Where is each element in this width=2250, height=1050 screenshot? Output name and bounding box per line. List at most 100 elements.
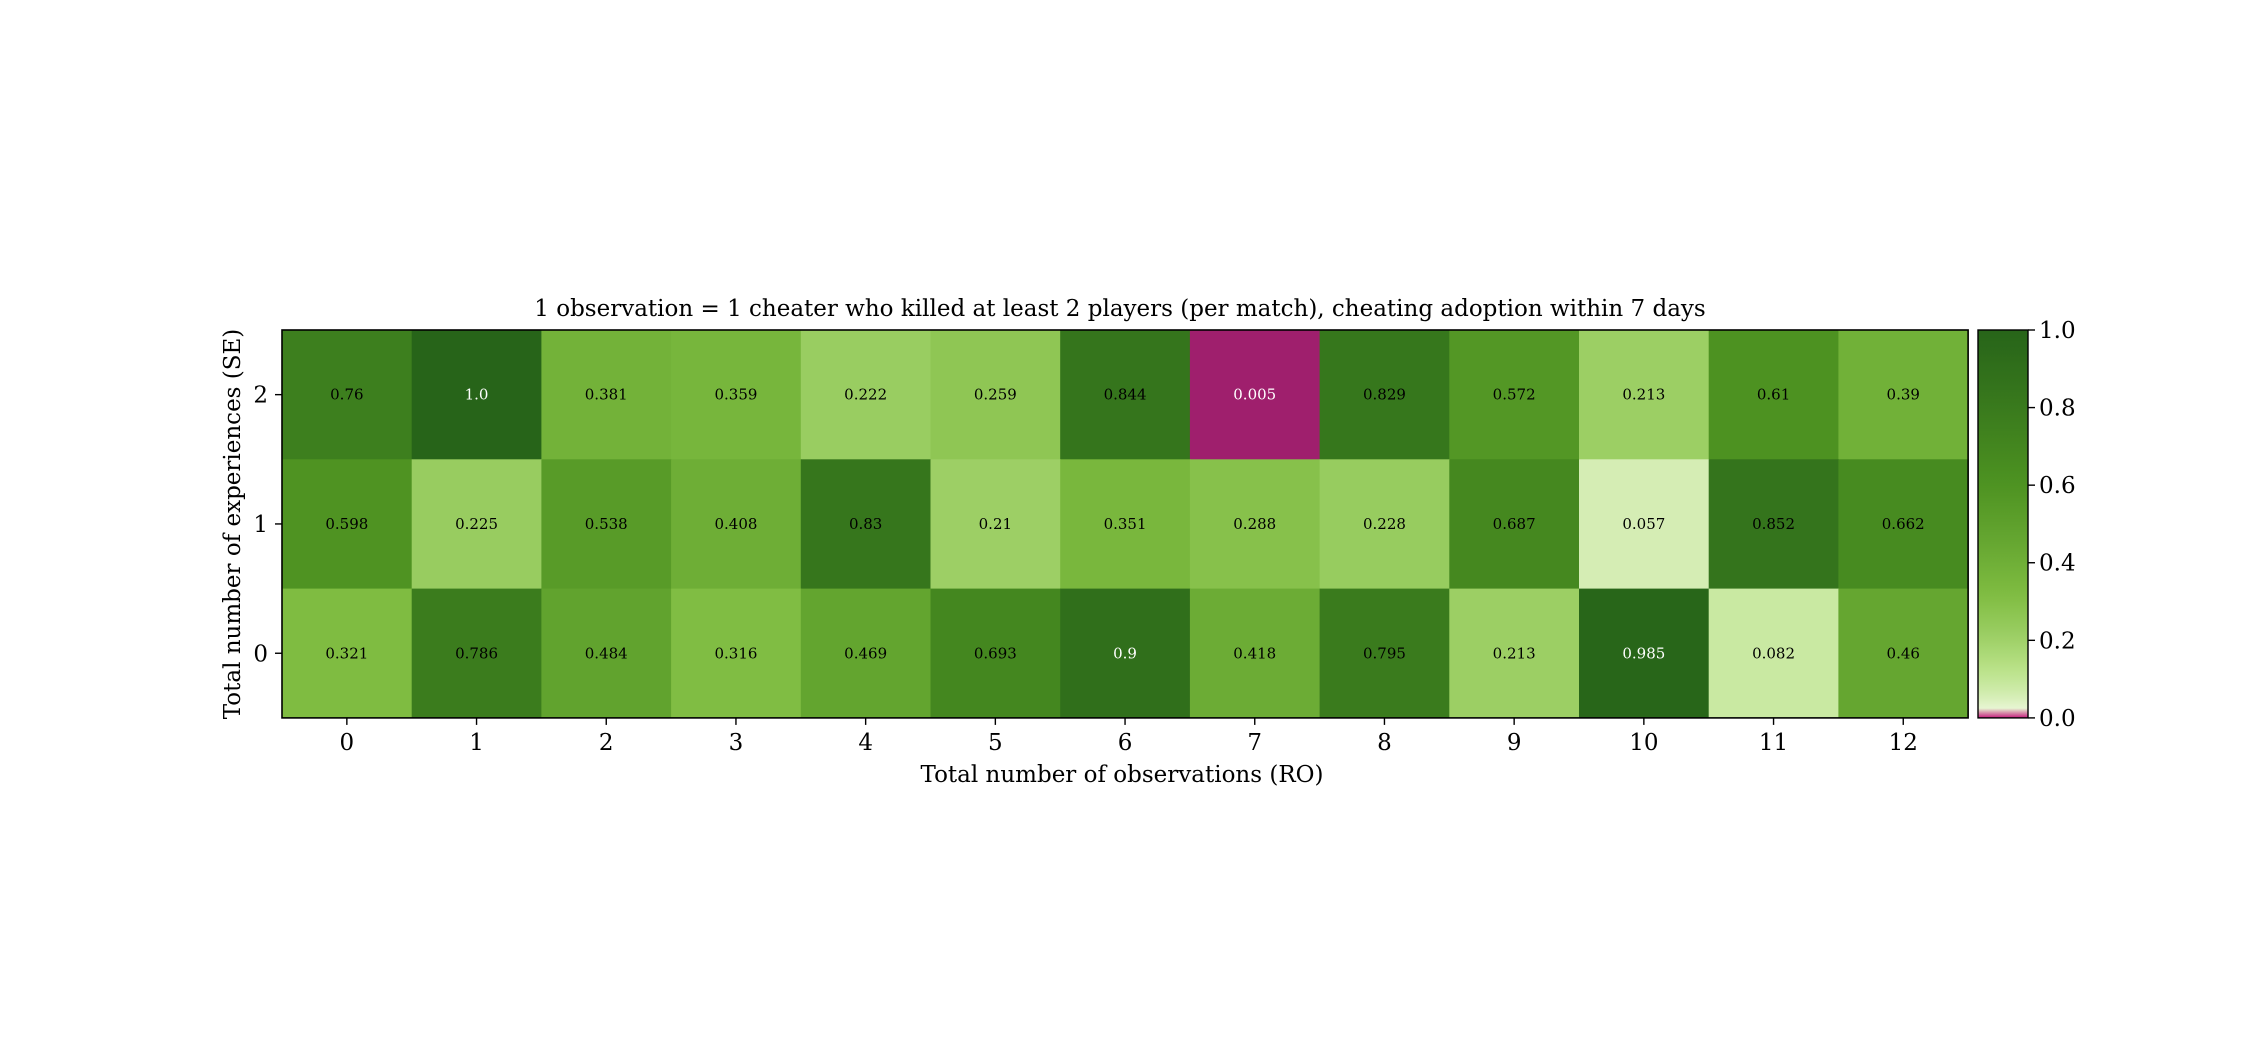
x-tick-label: 2 <box>599 730 614 756</box>
heatmap-cell <box>930 459 1061 590</box>
cell-value-label: 0.381 <box>585 386 628 404</box>
heatmap-cell <box>1319 588 1450 719</box>
cell-value-label: 0.83 <box>849 515 882 533</box>
cell-value-label: 0.259 <box>974 386 1017 404</box>
cell-value-label: 0.662 <box>1882 515 1925 533</box>
heatmap-cell <box>1060 588 1191 719</box>
heatmap-cell <box>1579 459 1710 590</box>
x-tick-label: 8 <box>1377 730 1392 756</box>
y-tick-label: 0 <box>253 641 268 667</box>
cell-value-label: 0.61 <box>1757 386 1790 404</box>
cell-value-label: 0.351 <box>1104 515 1147 533</box>
x-tick-label: 5 <box>988 730 1003 756</box>
heatmap-cell <box>671 459 802 590</box>
colorbar: 0.0 0.2 0.4 0.6 0.8 1.0 <box>1977 318 2076 732</box>
heatmap-cell <box>1838 330 1969 460</box>
cell-value-label: 0.469 <box>844 644 887 662</box>
x-axis-label: Total number of observations (RO) <box>921 762 1324 788</box>
heatmap-cell <box>1708 588 1839 719</box>
cell-value-label: 0.359 <box>714 386 757 404</box>
chart-title: 1 observation = 1 cheater who killed at … <box>534 296 1705 322</box>
heatmap-cell <box>1189 588 1321 719</box>
heatmap-cell <box>282 588 413 719</box>
x-tick-label: 11 <box>1759 730 1788 756</box>
x-tick-label: 6 <box>1118 730 1133 756</box>
x-tick-label: 7 <box>1247 730 1262 756</box>
heatmap-cell <box>1060 459 1191 590</box>
cell-value-label: 0.082 <box>1752 644 1795 662</box>
cell-value-label: 0.46 <box>1887 644 1920 662</box>
y-axis-label: Total number of experiences (SE) <box>220 329 246 720</box>
cell-value-label: 0.985 <box>1622 644 1665 662</box>
heatmap-cell <box>1449 588 1580 719</box>
colorbar-tick-label: 0.2 <box>2039 628 2076 654</box>
cell-value-label: 0.598 <box>325 515 368 533</box>
heatmap-cell <box>1838 588 1969 719</box>
cell-value-label: 0.225 <box>455 515 498 533</box>
cell-value-label: 0.9 <box>1113 644 1137 662</box>
cell-value-label: 0.213 <box>1493 644 1536 662</box>
colorbar-tick-label: 1.0 <box>2039 318 2076 344</box>
y-axis: 2 1 0 <box>253 383 282 667</box>
heatmap-cell <box>411 459 542 590</box>
heatmap-cell <box>282 330 413 460</box>
heatmap-cell <box>1708 459 1839 590</box>
colorbar-gradient <box>1977 329 2029 719</box>
cell-value-label: 0.795 <box>1363 644 1406 662</box>
heatmap-cell <box>1449 330 1580 460</box>
cell-value-label: 0.844 <box>1104 386 1147 404</box>
heatmap-cell <box>1189 330 1321 460</box>
heatmap-cell <box>1838 459 1969 590</box>
cell-value-label: 0.484 <box>585 644 628 662</box>
cell-value-label: 0.39 <box>1887 386 1920 404</box>
cell-value-label: 0.057 <box>1622 515 1665 533</box>
cell-value-label: 1.0 <box>465 386 489 404</box>
heatmap-cell <box>1579 330 1710 460</box>
colorbar-tick-label: 0.6 <box>2039 473 2076 499</box>
heatmap-cell <box>1319 459 1450 590</box>
cell-value-label: 0.21 <box>979 515 1012 533</box>
cell-value-label: 0.222 <box>844 386 887 404</box>
cell-value-label: 0.786 <box>455 644 498 662</box>
heatmap-cell <box>1708 330 1839 460</box>
x-tick-label: 1 <box>469 730 484 756</box>
cell-value-label: 0.408 <box>714 515 757 533</box>
x-tick-label: 0 <box>340 730 355 756</box>
y-tick-label: 1 <box>253 512 268 538</box>
x-tick-label: 10 <box>1629 730 1658 756</box>
colorbar-tick-label: 0.0 <box>2039 706 2076 732</box>
heatmap-cell <box>1319 330 1450 460</box>
heatmap-cell <box>541 330 672 460</box>
heatmap-cell <box>671 588 802 719</box>
colorbar-tick-label: 0.8 <box>2039 396 2076 422</box>
heatmap-cell <box>282 459 413 590</box>
x-tick-label: 9 <box>1507 730 1522 756</box>
x-axis: 0 1 2 3 4 5 6 7 8 9 10 11 12 <box>340 717 1918 756</box>
heatmap-cell <box>541 588 672 719</box>
x-tick-label: 3 <box>729 730 744 756</box>
heatmap-cell <box>800 459 932 590</box>
cell-value-label: 0.213 <box>1622 386 1665 404</box>
heatmap-cell <box>1060 330 1191 460</box>
heatmap-cell <box>541 459 672 590</box>
cell-value-label: 0.76 <box>330 386 363 404</box>
heatmap-cell <box>411 330 542 460</box>
cell-value-label: 0.829 <box>1363 386 1406 404</box>
heatmap-cell <box>930 588 1061 719</box>
cell-value-label: 0.005 <box>1233 386 1276 404</box>
colorbar-tick-label: 0.4 <box>2039 551 2076 577</box>
heatmap-cell <box>800 330 932 460</box>
heatmap-cell <box>1449 459 1580 590</box>
heatmap-cell <box>1189 459 1321 590</box>
cell-value-label: 0.321 <box>325 644 368 662</box>
heatmap-cell <box>800 588 932 719</box>
cell-value-label: 0.852 <box>1752 515 1795 533</box>
heatmap-cell-labels: 0.76 1.0 0.381 0.359 0.222 0.259 0.844 0.005 0.8… <box>325 386 1924 663</box>
x-tick-label: 12 <box>1889 730 1918 756</box>
cell-value-label: 0.228 <box>1363 515 1406 533</box>
cell-value-label: 0.316 <box>714 644 757 662</box>
heatmap-cell <box>671 330 802 460</box>
heatmap-cell <box>1579 588 1710 719</box>
heatmap-cell <box>930 330 1061 460</box>
